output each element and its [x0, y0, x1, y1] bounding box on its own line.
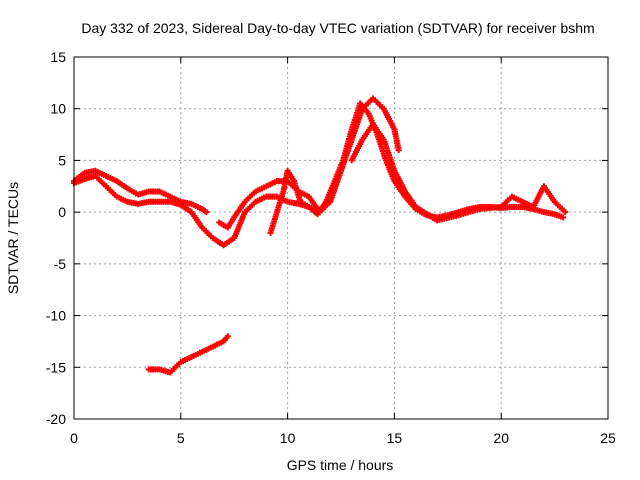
data-point-marker [203, 209, 210, 216]
series-upper [71, 167, 210, 216]
y-tick-label: 10 [50, 101, 66, 117]
x-tick-label: 5 [177, 430, 185, 446]
data-point-marker [224, 333, 231, 340]
plot-frame [73, 56, 609, 420]
y-tick-label: -15 [46, 359, 66, 375]
x-tick-label: 0 [70, 430, 78, 446]
data-point-marker [560, 214, 567, 221]
x-tick-label: 25 [600, 430, 616, 446]
y-axis-label: SDTVAR / TECUs [5, 182, 21, 294]
y-tick-label: 0 [58, 204, 66, 220]
y-tick-label: -20 [46, 411, 66, 427]
x-axis-label: GPS time / hours [287, 457, 394, 473]
grid [74, 57, 608, 419]
data-point-marker [395, 147, 402, 154]
chart-title: Day 332 of 2023, Sidereal Day-to-day VTE… [81, 20, 594, 36]
y-tick-label: -5 [54, 256, 67, 272]
x-tick-label: 20 [493, 430, 509, 446]
series-layer [71, 95, 569, 376]
y-tick-label: 15 [50, 49, 66, 65]
data-point-marker [562, 209, 569, 216]
series-lower [71, 172, 323, 249]
y-tick-label: 5 [58, 152, 66, 168]
x-tick-label: 10 [280, 430, 296, 446]
tick-layer: 0 5 10 15 20 25 15 10 5 0 -5 -10 -15 -20 [46, 49, 616, 446]
series-tail [348, 121, 569, 224]
series-branch [267, 100, 567, 236]
x-tick-label: 15 [387, 430, 403, 446]
series-dip [145, 333, 231, 376]
y-tick-label: -10 [46, 308, 66, 324]
